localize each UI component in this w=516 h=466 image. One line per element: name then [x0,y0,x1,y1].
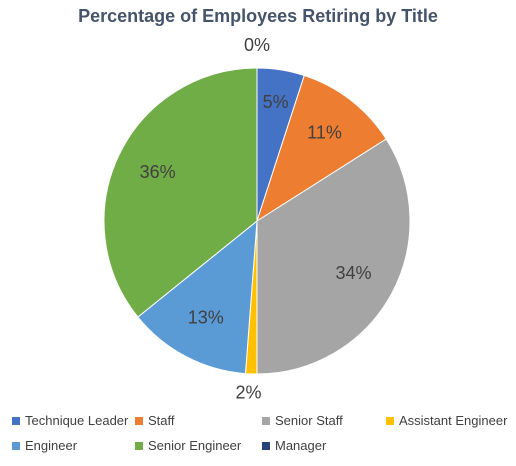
data-label-staff: 11% [307,123,342,143]
legend: Technique Leader Staff Senior Staff Assi… [12,413,512,463]
legend-label: Manager [275,438,327,453]
legend-swatch [135,416,143,425]
legend-item-manager: Manager [262,438,326,453]
pie-plot: 5% 11% 34% 13% 36% 0% 2% [103,35,411,403]
legend-swatch [386,416,394,425]
legend-swatch [135,441,143,450]
data-label-engineer: 13% [188,307,224,327]
legend-label: Technique Leader [25,413,129,428]
chart-title: Percentage of Employees Retiring by Titl… [78,6,438,26]
slice-staff [256,74,387,223]
legend-item-staff: Staff [135,413,175,428]
data-label-senior-staff: 34% [336,263,372,283]
data-label-technique-leader: 5% [263,92,289,112]
legend-label: Senior Staff [275,413,343,428]
legend-item-assistant-engineer: Assistant Engineer [386,413,507,428]
slice-senior-engineer [103,67,258,318]
legend-label: Senior Engineer [148,438,242,453]
slice-senior-staff [256,138,411,375]
legend-swatch [12,441,20,450]
legend-item-engineer: Engineer [12,438,77,453]
data-label-senior-engineer: 36% [140,162,176,182]
legend-swatch [262,416,270,425]
legend-label: Assistant Engineer [399,413,508,428]
legend-item-senior-staff: Senior Staff [262,413,343,428]
data-label-manager: 0% [244,35,270,55]
legend-item-technique-leader: Technique Leader [12,413,128,428]
legend-label: Staff [148,413,175,428]
legend-item-senior-engineer: Senior Engineer [135,438,241,453]
data-label-assistant-engineer: 2% [235,383,261,403]
legend-swatch [12,416,20,425]
slice-engineer [137,219,258,375]
legend-swatch [262,441,270,450]
legend-label: Engineer [25,438,78,453]
